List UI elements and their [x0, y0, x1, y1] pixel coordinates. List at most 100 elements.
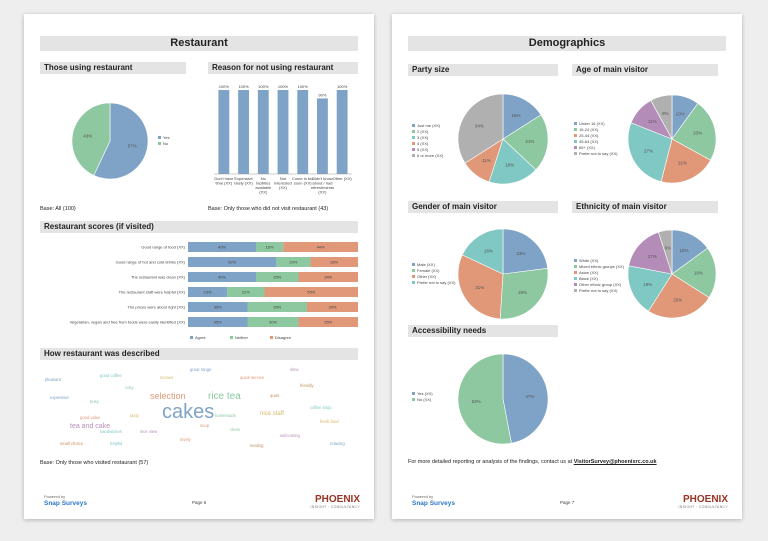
word-cloud-word: good value	[80, 415, 101, 420]
word-cloud-word: nice staff	[260, 411, 284, 417]
segment-value-label: 35%	[324, 320, 332, 325]
word-cloud-word: seating	[250, 443, 264, 448]
bar-category-label: (XX)	[318, 190, 327, 195]
pie-slice-label: 19%	[694, 271, 703, 276]
stacked-bar-segment	[256, 272, 299, 282]
legend-swatch	[412, 398, 415, 401]
legend-swatch	[230, 336, 233, 339]
section-heading-reason: Reason for not using restaurant	[208, 62, 358, 74]
word-cloud-word: tasty	[130, 413, 139, 418]
pie-slice	[502, 93, 542, 140]
word-cloud-word: quick service	[240, 375, 265, 380]
word-cloud-word: nice view	[140, 429, 158, 434]
page-number: Page 6	[192, 500, 207, 505]
word-cloud-word: sandwiches	[100, 429, 122, 434]
bar-category-label: time (XX)	[216, 181, 233, 186]
word-cloud-word: pleasant	[45, 377, 61, 382]
word-cloud-word: welcoming	[280, 433, 300, 438]
word-cloud-word: friendly	[300, 383, 314, 388]
bar-value-label: 100%	[238, 84, 249, 89]
legend-swatch	[412, 142, 415, 145]
word-cloud-word: quiet	[270, 393, 280, 398]
word-cloud-word: lovely	[180, 437, 191, 442]
stacked-bar-segment	[188, 317, 248, 327]
bar-category-label: Good range of hot and cold drinks (XX)	[116, 260, 186, 265]
report-page-restaurant: Restaurant Those using restaurant 57% 43%…	[24, 14, 374, 519]
bar	[277, 90, 289, 174]
pie-slice-label: 11%	[648, 119, 657, 124]
legend-label: Male (XX)	[417, 262, 435, 267]
pie-slice	[457, 254, 504, 320]
legend-swatch	[412, 269, 415, 272]
phoenix-logo: PHOENIX INSIGHT · CONSULTANCY	[678, 494, 728, 509]
legend-swatch	[412, 130, 415, 133]
legend-label: Disagree	[275, 335, 292, 340]
snap-surveys-logo: Powered by Snap Surveys	[412, 494, 455, 507]
pie-slice-label: 25%	[673, 297, 682, 302]
word-cloud-word: cosy	[125, 385, 134, 390]
word-cloud-word: selection	[150, 391, 186, 401]
bar-category-label: interested	[274, 181, 292, 186]
legend-swatch	[574, 146, 577, 149]
bar-value-label: 90%	[318, 92, 326, 97]
legend-label: Prefer not to say (XX)	[579, 151, 618, 156]
pie-slice-label: 43%	[83, 134, 92, 139]
pie-slice-label: 28%	[518, 290, 527, 295]
pie-slice-label: 18%	[505, 163, 514, 168]
pie-slice-label: 17%	[648, 254, 657, 259]
pie-slice-label: 23%	[693, 131, 702, 136]
pie-slice-label: 47%	[525, 394, 534, 399]
section-heading-scores: Restaurant scores (if visited)	[40, 221, 358, 233]
bar-category-label: (XX)	[259, 190, 268, 195]
legend-label: 16-24 (XX)	[579, 127, 599, 132]
segment-value-label: 25%	[273, 275, 281, 280]
legend-label: 45-64 (XX)	[579, 139, 599, 144]
segment-value-label: 20%	[289, 260, 297, 265]
legend-swatch	[574, 152, 577, 155]
word-cloud-word: good coffee	[100, 373, 122, 378]
pie-slice-label: 18%	[484, 249, 493, 254]
section-heading-ethnicity: Ethnicity of main visitor	[572, 201, 718, 213]
pie-slice-label: 21%	[525, 139, 534, 144]
legend-label: 3 (XX)	[417, 135, 429, 140]
legend-label: 25-44 (XX)	[579, 133, 599, 138]
legend-swatch	[574, 277, 577, 280]
segment-value-label: 52%	[228, 260, 236, 265]
pie-slice	[93, 102, 149, 180]
segment-value-label: 35%	[214, 320, 222, 325]
pie-slice-label: 8%	[662, 111, 669, 116]
legend-swatch	[412, 136, 415, 139]
bar-category-label: about / had	[312, 181, 332, 186]
legend-swatch	[412, 392, 415, 395]
stacked-bar-segment	[188, 257, 277, 267]
pie-slice-label: 15%	[679, 248, 688, 253]
bar-category-label: Good range of food (XX)	[141, 245, 185, 250]
legend-swatch	[574, 259, 577, 262]
bar-value-label: 100%	[298, 84, 309, 89]
legend-swatch	[270, 336, 273, 339]
bar-value-label: 100%	[337, 84, 348, 89]
bar-category-label: facilities	[256, 181, 270, 186]
section-heading-party: Party size	[408, 64, 558, 76]
legend-swatch	[574, 289, 577, 292]
report-page-demographics: Demographics Party size 16% 21% 18% 11% 34% J…	[392, 14, 742, 519]
stacked-bar-segment	[264, 287, 358, 297]
legend-label: Other ethnic group (XX)	[579, 282, 622, 287]
pie-slice	[488, 138, 537, 185]
bar-category-label: Not	[280, 176, 287, 181]
pie-chart-age: 10% 23% 21% 27% 11% 8% Under 16 (XX)16-24 (XX)…	[574, 94, 717, 184]
pie-slice	[660, 138, 711, 184]
stacked-bar-segment	[188, 272, 256, 282]
segment-value-label: 44%	[317, 245, 325, 250]
bar-category-label: refreshments	[311, 185, 334, 190]
bar-category-label: Vegetarian, vegan and free from foods we…	[70, 320, 186, 325]
bar-category-label: The prices were about right (XX)	[127, 305, 185, 310]
pie-slice-label: 57%	[128, 143, 137, 148]
legend-label: Just me (XX)	[417, 123, 441, 128]
bar	[218, 90, 230, 174]
legend-label: Under 16 (XX)	[579, 121, 605, 126]
section-heading-using: Those using restaurant	[40, 62, 186, 74]
contact-email-link[interactable]: VisitorSurvey@phoenixrc.co.uk	[573, 459, 657, 465]
pie-slice	[502, 114, 549, 171]
legend-swatch	[158, 142, 161, 145]
